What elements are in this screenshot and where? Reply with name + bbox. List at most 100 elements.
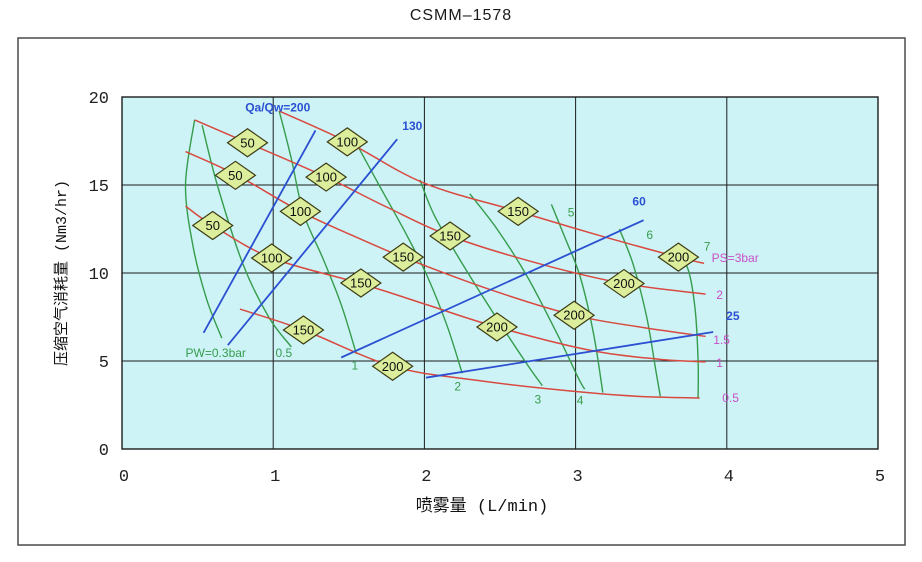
diamond-marker: 100 [250,243,293,273]
y-tick-label: 0 [99,442,109,461]
diamond-marker: 200 [657,242,700,272]
diamond-shape [305,162,348,192]
x-tick-label: 3 [572,468,582,487]
pw-curve-PW=0.3bar [184,119,223,339]
y-tick-label: 20 [89,90,109,109]
diamond-value: 200 [486,320,508,335]
diamond-value: 150 [507,204,529,219]
ratio-label: 130 [402,119,422,133]
pw-curve-1 [278,110,358,355]
diamond-shape [497,196,540,227]
diamond-marker: 150 [339,268,382,298]
diamond-marker: 200 [602,268,646,299]
micron-markers: 50 50 50 100 100 100 100 150 150 150 150 150 200 200 2… [191,127,700,382]
diamond-shape [250,243,293,273]
diamond-marker: 50 [214,160,257,191]
diamond-marker: 150 [382,242,425,272]
diamond-shape [475,312,519,342]
pw-curve-0.5 [201,125,292,348]
diamond-shape [226,128,269,158]
diamond-value: 50 [205,218,219,233]
pw-label: 2 [454,380,461,394]
diamond-marker: 150 [497,196,540,227]
diamond-value: 100 [336,134,358,149]
diamond-shape [382,242,425,272]
pw-label: 3 [534,393,541,407]
x-tick-label: 0 [119,468,129,487]
gridlines [122,97,878,449]
diamond-shape [191,210,234,241]
diamond-shape [279,196,322,227]
diamond-marker: 200 [553,300,596,330]
diamond-shape [371,351,414,382]
diamond-value: 150 [439,229,461,244]
diamond-shape [326,127,369,157]
x-tick-label: 1 [270,468,280,487]
ps-label: 1 [716,356,723,370]
diamond-shape [214,160,257,191]
diamond-value: 50 [228,168,242,183]
diamond-shape [282,315,325,345]
diamond-value: 150 [350,276,372,291]
diamond-value: 100 [315,170,337,185]
curve-labels: PS=3bar 2 1.5 1 0.5 PW=0.3bar 0.5 1 2 3 4 5 6 7 Qa/Qw=… [186,101,759,408]
diamond-marker: 50 [191,210,234,241]
pw-curve-4 [469,193,586,390]
diamond-shape [657,242,700,272]
chart-title: CSMM–1578 [409,7,513,24]
diamond-marker: 150 [282,315,325,345]
pw-curve-3 [419,179,543,387]
ratio-line-130 [227,138,398,346]
diamond-value: 200 [382,359,404,374]
diamond-marker: 50 [226,128,269,158]
diamond-value: 200 [613,276,635,291]
pw-label: 4 [577,394,584,408]
diamond-value: 100 [290,204,312,219]
diamond-value: 150 [293,323,315,338]
x-tick-label: 5 [875,468,885,487]
x-tick-label: 4 [724,468,734,487]
diamond-shape [602,268,646,299]
ratio-label: 60 [632,195,646,209]
ratio-line-Qa/Qw=200 [202,129,317,334]
ratio-label: Qa/Qw=200 [245,101,310,115]
diamond-marker: 150 [429,221,472,251]
figure-border [17,37,906,546]
pw-curve-6 [618,228,661,397]
pw-label: 5 [568,205,575,219]
diamond-value: 200 [563,308,585,323]
diamond-marker: 100 [326,127,369,157]
pw-label: PW=0.3bar [186,346,246,360]
ps-label: PS=3bar [712,251,759,265]
ps-label: 2 [716,288,723,302]
diamond-marker: 200 [371,351,414,382]
diamond-marker: 200 [475,312,519,342]
y-tick-label: 5 [99,354,109,373]
pw-label: 7 [704,240,711,254]
ratio-line-60 [340,219,644,359]
diamond-shape [553,300,596,330]
diamond-value: 150 [392,250,414,265]
pw-label: 1 [352,358,359,372]
x-axis-title: 喷雾量 (L/min) [416,496,549,517]
diamond-value: 50 [240,135,254,150]
pw-label: 6 [646,228,653,242]
diamond-marker: 100 [279,196,322,227]
ratio-label: 25 [726,309,740,323]
ps-curve-1 [185,205,706,363]
ps-label: 1.5 [713,333,730,347]
y-tick-label: 15 [89,178,109,197]
y-axis-title: 压缩空气消耗量 (Nm3/hr) [53,180,71,366]
pw-label: 0.5 [275,346,292,360]
ps-label: 0.5 [722,391,739,405]
y-tick-label: 10 [89,266,109,285]
diamond-value: 100 [261,251,283,266]
ratio-line-25 [425,331,714,379]
diamond-marker: 100 [305,162,348,192]
diamond-shape [429,221,472,251]
pw-curve-5 [550,204,604,393]
x-tick-label: 2 [421,468,431,487]
